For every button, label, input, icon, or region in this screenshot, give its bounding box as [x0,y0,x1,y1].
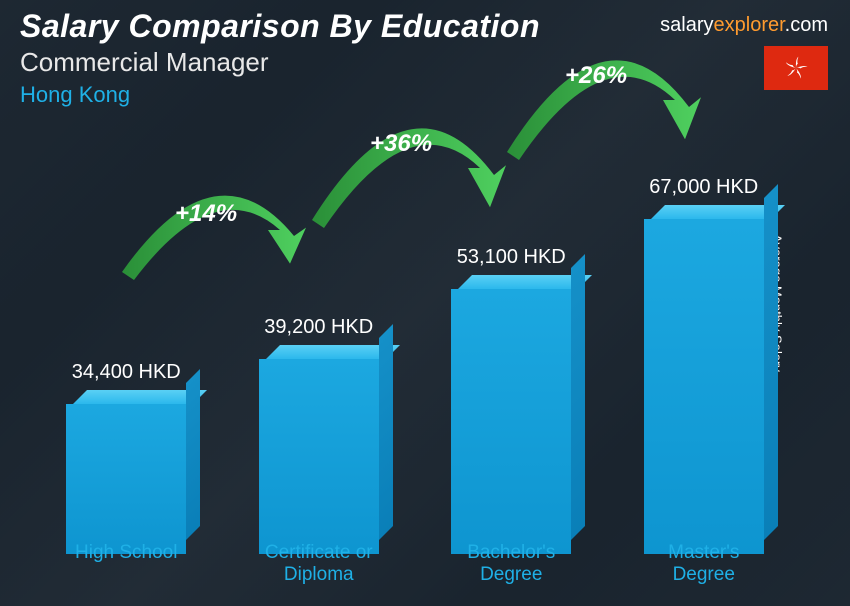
bar [644,205,764,540]
page-subtitle: Commercial Manager [20,47,830,78]
increase-label: +14% [175,200,237,228]
bar-x-label: High School [30,542,223,590]
bar [259,345,379,540]
bar-x-label: Bachelor'sDegree [415,542,608,590]
increase-label: +26% [565,62,627,90]
bar-group: 34,400 HKD [30,361,223,540]
flag-icon [764,46,828,90]
bar-group: 53,100 HKD [415,246,608,540]
bar-group: 39,200 HKD [223,316,416,540]
bar-value-label: 39,200 HKD [264,316,373,339]
salary-chart: 34,400 HKD 39,200 HKD 53,100 HKD 67,000 HKD… [30,90,800,590]
bar-value-label: 34,400 HKD [72,361,181,384]
bar [66,390,186,540]
increase-label: +36% [370,130,432,158]
bar-x-label: Certificate orDiploma [223,542,416,590]
bar [451,275,571,540]
bar-value-label: 67,000 HKD [649,176,758,199]
bar-group: 67,000 HKD [608,176,801,540]
bar-value-label: 53,100 HKD [457,246,566,269]
brand-label: salaryexplorer.com [660,14,828,37]
bar-x-label: Master'sDegree [608,542,801,590]
